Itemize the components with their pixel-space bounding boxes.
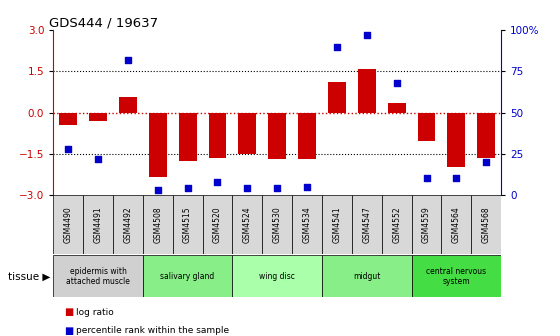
- Bar: [388, 103, 405, 113]
- Bar: [358, 69, 376, 113]
- Text: tissue ▶: tissue ▶: [8, 271, 50, 281]
- Bar: [447, 113, 465, 167]
- Text: central nervous
system: central nervous system: [426, 267, 487, 286]
- Bar: [59, 113, 77, 125]
- Text: salivary gland: salivary gland: [161, 272, 214, 281]
- Bar: [113, 195, 143, 254]
- Bar: [232, 255, 322, 297]
- Text: GSM4541: GSM4541: [333, 206, 342, 243]
- Bar: [268, 113, 286, 159]
- Bar: [418, 113, 436, 141]
- Point: [243, 185, 252, 191]
- Text: epidermis with
attached muscle: epidermis with attached muscle: [66, 267, 130, 286]
- Bar: [203, 195, 232, 254]
- Bar: [412, 195, 441, 254]
- Bar: [83, 195, 113, 254]
- Bar: [172, 195, 203, 254]
- Bar: [179, 113, 197, 161]
- Text: log ratio: log ratio: [76, 308, 113, 317]
- Bar: [149, 113, 167, 177]
- Bar: [322, 255, 412, 297]
- Text: GSM4492: GSM4492: [123, 206, 132, 243]
- Bar: [262, 195, 292, 254]
- Point: [452, 176, 461, 181]
- Point: [333, 44, 342, 49]
- Text: GSM4524: GSM4524: [243, 206, 252, 243]
- Bar: [143, 255, 232, 297]
- Bar: [292, 195, 322, 254]
- Text: ■: ■: [64, 307, 74, 318]
- Point: [123, 57, 132, 62]
- Text: GSM4534: GSM4534: [302, 206, 311, 243]
- Text: percentile rank within the sample: percentile rank within the sample: [76, 327, 228, 335]
- Bar: [352, 195, 382, 254]
- Bar: [143, 195, 172, 254]
- Point: [392, 80, 401, 86]
- Bar: [412, 255, 501, 297]
- Text: GSM4490: GSM4490: [64, 206, 73, 243]
- Text: wing disc: wing disc: [259, 272, 295, 281]
- Point: [273, 185, 282, 191]
- Text: midgut: midgut: [353, 272, 380, 281]
- Point: [183, 185, 192, 191]
- Bar: [53, 255, 143, 297]
- Bar: [441, 195, 472, 254]
- Point: [422, 176, 431, 181]
- Text: GSM4568: GSM4568: [482, 206, 491, 243]
- Text: GSM4515: GSM4515: [183, 206, 192, 243]
- Bar: [239, 113, 256, 154]
- Bar: [208, 113, 226, 158]
- Text: GSM4508: GSM4508: [153, 206, 162, 243]
- Point: [213, 179, 222, 184]
- Text: GSM4559: GSM4559: [422, 206, 431, 243]
- Bar: [232, 195, 262, 254]
- Bar: [322, 195, 352, 254]
- Text: ■: ■: [64, 326, 74, 336]
- Text: GSM4552: GSM4552: [392, 206, 401, 243]
- Bar: [477, 113, 495, 158]
- Point: [302, 184, 311, 190]
- Text: GSM4520: GSM4520: [213, 206, 222, 243]
- Text: GSM4491: GSM4491: [94, 206, 102, 243]
- Point: [362, 33, 371, 38]
- Bar: [89, 113, 107, 121]
- Bar: [472, 195, 501, 254]
- Point: [482, 159, 491, 165]
- Point: [153, 187, 162, 193]
- Bar: [328, 82, 346, 113]
- Bar: [298, 113, 316, 159]
- Bar: [53, 195, 83, 254]
- Text: GSM4564: GSM4564: [452, 206, 461, 243]
- Point: [64, 146, 73, 152]
- Text: GDS444 / 19637: GDS444 / 19637: [49, 16, 158, 29]
- Point: [94, 156, 102, 161]
- Bar: [382, 195, 412, 254]
- Text: GSM4530: GSM4530: [273, 206, 282, 243]
- Text: GSM4547: GSM4547: [362, 206, 371, 243]
- Bar: [119, 97, 137, 113]
